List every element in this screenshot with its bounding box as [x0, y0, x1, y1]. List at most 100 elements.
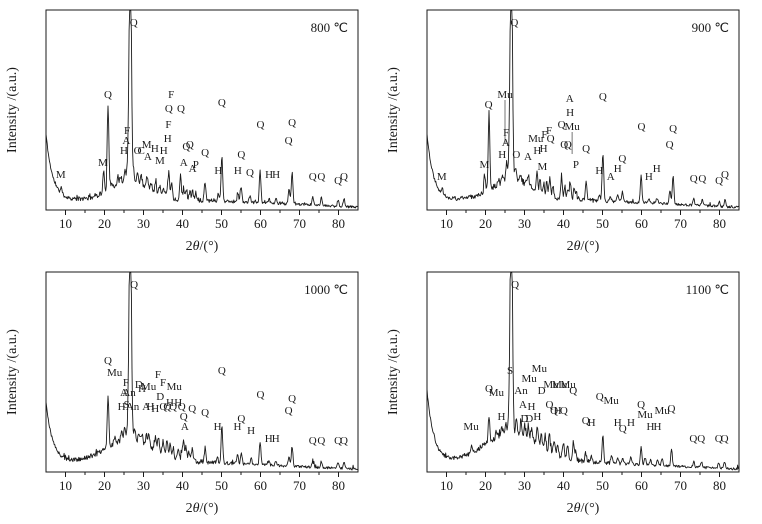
- peak-label-Q: Q: [285, 405, 293, 417]
- x-tick-label: 80: [332, 216, 345, 231]
- peak-label-Mu: Mu: [552, 379, 568, 391]
- peak-label-H: H: [654, 421, 662, 433]
- x-tick-label: 70: [293, 216, 306, 231]
- x-tick-label: 30: [137, 216, 150, 231]
- panel-cell-800c: 800 ℃ 10 20 30 40 50 60 70 80 2θ/(°) Intensity /(a…: [0, 0, 381, 262]
- peak-label-H: H: [265, 433, 273, 445]
- x-tick-label: 80: [713, 478, 726, 493]
- peak-label-Q: Q: [618, 153, 626, 165]
- peak-label-H: H: [540, 143, 548, 155]
- peak-label-F: F: [160, 377, 166, 389]
- peak-label-Mu: Mu: [167, 381, 183, 393]
- panel-title: 1100 ℃: [686, 282, 729, 297]
- panel-cell-1000c: 1000 ℃ 10 20 30 40 50 60 70 80 2θ/(°) Intensity /(…: [0, 262, 381, 524]
- peak-label-Q: Q: [165, 103, 173, 115]
- peak-label-H: H: [533, 145, 541, 157]
- peak-label-H: H: [595, 165, 603, 177]
- peak-label-H: H: [138, 383, 146, 395]
- peak-label-Mu: Mu: [637, 409, 653, 421]
- peak-label-Mu: Mu: [655, 405, 671, 417]
- peak-label-Q: Q: [317, 435, 325, 447]
- peak-label-Q: Q: [104, 355, 112, 367]
- peak-label-S: S: [507, 365, 513, 377]
- peak-label-Q: Q: [201, 407, 209, 419]
- peak-label-Q: Q: [169, 401, 177, 413]
- peak-label-Q: Q: [285, 135, 293, 147]
- peak-label-H: H: [614, 417, 622, 429]
- peak-label-H: H: [627, 417, 635, 429]
- peak-label-O: O: [512, 149, 520, 161]
- peak-label-Q: Q: [182, 141, 190, 153]
- peak-label-Q: Q: [130, 17, 138, 29]
- peak-label-H: H: [566, 107, 574, 119]
- peak-label-Q: Q: [237, 149, 245, 161]
- peak-label-Q: Q: [582, 143, 590, 155]
- x-tick-label: 20: [479, 478, 492, 493]
- peak-label-H: H: [498, 411, 506, 423]
- xrd-panel-1000c: 1000 ℃ 10 20 30 40 50 60 70 80 2θ/(°) Intensity /(…: [5, 271, 359, 516]
- peak-label-Q: Q: [564, 139, 572, 151]
- peak-label-Q: Q: [257, 119, 265, 131]
- peak-label-Q: Q: [317, 171, 325, 183]
- x-tick-label: 70: [293, 478, 306, 493]
- peak-label-Q: Q: [237, 413, 245, 425]
- peak-label-Q: Q: [689, 433, 697, 445]
- peak-label-A: A: [607, 171, 615, 183]
- x-tick-label: 20: [98, 478, 111, 493]
- y-axis-label: Intensity /(a.u.): [5, 67, 20, 153]
- peak-label-Q: Q: [288, 393, 296, 405]
- peak-label-H: H: [614, 163, 622, 175]
- x-axis-label: 2θ/(°): [186, 239, 219, 254]
- peak-label-Mu: Mu: [141, 381, 157, 393]
- peak-label-C: C: [137, 145, 144, 157]
- peak-label-Q: Q: [638, 121, 646, 133]
- peak-label-A: A: [566, 93, 574, 105]
- peak-label-Q: Q: [599, 91, 607, 103]
- peak-label-Q: Q: [668, 403, 676, 415]
- peak-label-M: M: [437, 171, 447, 183]
- peak-label-Q: Q: [159, 401, 167, 413]
- x-tick-label: 40: [557, 478, 570, 493]
- peak-label-Mu: Mu: [564, 121, 580, 133]
- x-tick-label: 40: [176, 216, 189, 231]
- peak-label-O: O: [134, 145, 142, 157]
- peak-label-H: H: [214, 165, 222, 177]
- peak-label-Mu: Mu: [528, 133, 544, 145]
- peak-label-Q: Q: [560, 405, 568, 417]
- peak-label-Q: Q: [309, 171, 317, 183]
- peak-label-Q: Q: [334, 175, 342, 187]
- y-axis-label: Intensity /(a.u.): [386, 329, 401, 415]
- peak-label-H: H: [164, 133, 172, 145]
- xrd-trace-1000c: [45, 272, 359, 471]
- xrd-panel-800c: 800 ℃ 10 20 30 40 50 60 70 80 2θ/(°) Intensity /(a…: [5, 9, 359, 254]
- peak-label-Q: Q: [715, 433, 723, 445]
- peak-label-Q: Q: [163, 401, 171, 413]
- peak-label-Q: Q: [218, 365, 226, 377]
- peak-label-Q: Q: [511, 279, 519, 291]
- peak-label-Q: Q: [218, 97, 226, 109]
- peak-label-H: H: [151, 403, 159, 415]
- peak-label-F: F: [503, 127, 509, 139]
- peak-label-Q: Q: [619, 423, 627, 435]
- peak-label-F: F: [155, 369, 161, 381]
- xrd-panel-1100c: 1100 ℃ 10 20 30 40 50 60 70 80 2θ/(°) Intensity /(…: [386, 271, 740, 516]
- peak-label-M: M: [98, 157, 108, 169]
- peak-label-A: A: [122, 135, 130, 147]
- peak-label-Q: Q: [669, 123, 677, 135]
- peak-label-H: H: [646, 421, 654, 433]
- peak-label-M: M: [155, 155, 165, 167]
- peak-label-H: H: [151, 143, 159, 155]
- peak-label-D: D: [521, 413, 529, 425]
- peak-label-M: M: [142, 139, 152, 151]
- peak-label-Mu: Mu: [497, 89, 513, 101]
- y-axis-label: Intensity /(a.u.): [5, 329, 20, 415]
- x-tick-label: 60: [635, 478, 648, 493]
- peak-label-Q: Q: [104, 89, 112, 101]
- peak-label-F: F: [541, 129, 547, 141]
- peak-label-Q: Q: [596, 391, 604, 403]
- peak-label-F: F: [124, 125, 130, 137]
- peak-label-Q: Q: [334, 435, 342, 447]
- peak-label-A: A: [142, 401, 150, 413]
- x-tick-label: 60: [635, 216, 648, 231]
- peak-label-H: H: [214, 421, 222, 433]
